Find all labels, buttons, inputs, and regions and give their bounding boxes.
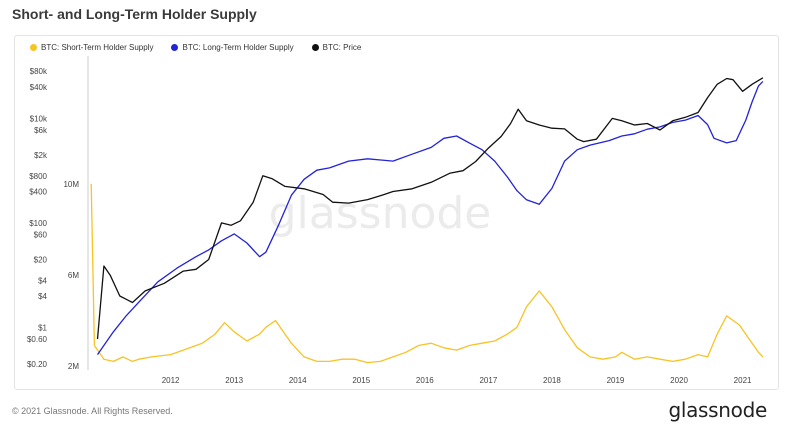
copyright-text: © 2021 Glassnode. All Rights Reserved.: [12, 406, 173, 416]
y-price-tick-label: $4: [38, 276, 47, 285]
y-price-tick-label: $80k: [30, 67, 48, 76]
series-line-long-term-holder[interactable]: [96, 80, 764, 355]
legend-item-lth[interactable]: BTC: Long-Term Holder Supply: [171, 43, 294, 52]
legend-dot-price-icon: [311, 44, 319, 51]
legend-dot-sth-icon: [30, 44, 37, 51]
chart-card: [14, 35, 779, 390]
legend-item-sth[interactable]: BTC: Short-Term Holder Supply: [30, 43, 153, 52]
x-tick-label: 2012: [162, 376, 180, 385]
x-tick-label: 2014: [289, 376, 307, 385]
x-tick-label: 2013: [225, 376, 243, 385]
x-tick-label: 2019: [607, 376, 625, 385]
y-price-tick-label: $20: [34, 255, 48, 264]
brand-logo: glassnode: [668, 398, 767, 422]
x-tick-label: 2016: [416, 376, 434, 385]
y-supply-tick-label: 10M: [63, 180, 79, 189]
chart-title: Short- and Long-Term Holder Supply: [12, 6, 257, 22]
y-supply-tick-label: 6M: [68, 271, 79, 280]
y-supply-tick-label: 2M: [68, 362, 79, 371]
legend-item-price[interactable]: BTC: Price: [311, 43, 362, 52]
y-price-tick-label: $1: [38, 323, 47, 332]
legend-label-sth: BTC: Short-Term Holder Supply: [41, 43, 154, 52]
x-tick-label: 2021: [734, 376, 752, 385]
series-line-short-term-holder[interactable]: [90, 183, 764, 364]
legend-dot-lth-icon: [171, 44, 179, 51]
y-price-tick-label: $0.20: [27, 360, 48, 369]
legend-label-price: BTC: Price: [322, 43, 362, 52]
y-price-tick-label: $6k: [34, 126, 48, 135]
y-price-tick-label: $4: [38, 292, 47, 301]
y-price-tick-label: $10k: [30, 114, 48, 123]
legend: BTC: Short-Term Holder Supply BTC: Long-…: [30, 43, 361, 52]
y-price-tick-label: $100: [29, 219, 47, 228]
legend-label-lth: BTC: Long-Term Holder Supply: [182, 43, 294, 52]
y-price-tick-label: $2k: [34, 151, 48, 160]
y-price-tick-label: $60: [34, 231, 48, 240]
x-tick-label: 2015: [352, 376, 370, 385]
y-price-tick-label: $800: [29, 172, 47, 181]
y-price-tick-label: $0.60: [27, 335, 48, 344]
y-price-tick-label: $400: [29, 187, 47, 196]
series-line-price[interactable]: [96, 77, 764, 340]
y-price-tick-label: $40k: [30, 83, 48, 92]
x-tick-label: 2017: [479, 376, 497, 385]
x-tick-label: 2018: [543, 376, 561, 385]
x-tick-label: 2020: [670, 376, 688, 385]
